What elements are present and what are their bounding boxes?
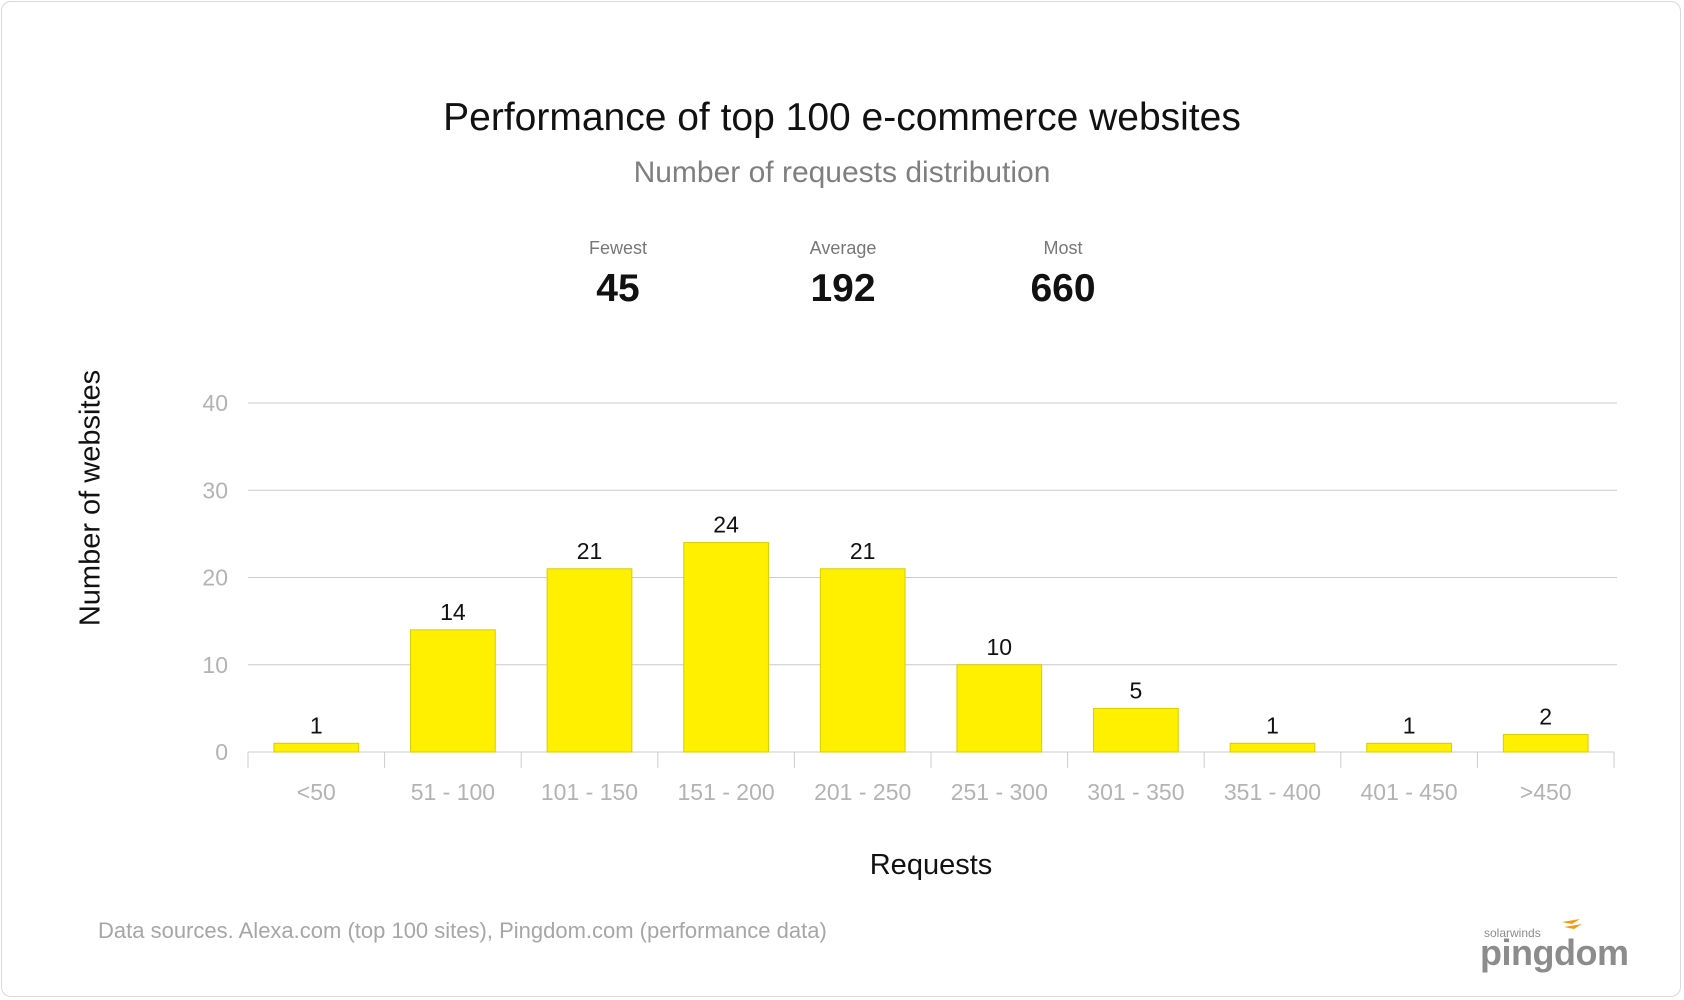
- stat-most-label: Most: [1043, 238, 1083, 258]
- x-tick-label: 401 - 450: [1360, 779, 1457, 805]
- data-label: 10: [987, 634, 1013, 660]
- bar: [546, 568, 633, 753]
- y-axis-label: Number of websites: [74, 369, 107, 627]
- x-tick-label: 151 - 200: [677, 779, 774, 805]
- bar: [1366, 742, 1452, 753]
- y-tick-label: 10: [202, 652, 228, 678]
- stat-fewest-value: 45: [596, 267, 640, 310]
- bar: [1229, 742, 1316, 753]
- stat-most: Most 660: [963, 238, 1163, 311]
- data-label: 24: [713, 512, 739, 538]
- x-axis-label: Requests: [869, 849, 993, 881]
- logo-solarwinds-text: solarwinds: [1484, 926, 1541, 940]
- x-tick-label: 351 - 400: [1224, 779, 1321, 805]
- bar: [683, 542, 769, 753]
- x-tick-label: 301 - 350: [1087, 779, 1184, 805]
- x-tick-label: 101 - 150: [541, 779, 638, 805]
- x-tick-label: <50: [297, 779, 336, 805]
- data-label: 1: [1266, 712, 1279, 738]
- bar: [1502, 734, 1589, 753]
- y-tick-label: 20: [202, 565, 228, 591]
- stat-fewest: Fewest 45: [518, 238, 718, 311]
- x-tick-label: 251 - 300: [951, 779, 1048, 805]
- x-tick-label: 201 - 250: [814, 779, 911, 805]
- stat-average-value: 192: [810, 267, 876, 310]
- bar: [956, 664, 1043, 753]
- solarwinds-flame-icon: [1562, 919, 1582, 929]
- stat-average: Average 192: [743, 238, 943, 311]
- data-label: 14: [440, 599, 466, 625]
- data-label: 1: [310, 712, 323, 738]
- data-label: 2: [1539, 704, 1552, 730]
- bar: [410, 629, 496, 753]
- stat-most-value: 660: [1030, 267, 1096, 310]
- data-label: 5: [1130, 677, 1143, 703]
- data-label: 21: [577, 538, 603, 564]
- data-label: 1: [1403, 712, 1416, 738]
- pingdom-logo: solarwinds pingdom: [1480, 918, 1629, 978]
- bar: [273, 742, 360, 753]
- logo-pingdom-text: pingdom: [1480, 932, 1629, 973]
- chart-subtitle: Number of requests distribution: [633, 156, 1051, 189]
- bar: [819, 568, 906, 753]
- stat-fewest-label: Fewest: [588, 238, 648, 258]
- x-tick-label: 51 - 100: [411, 779, 495, 805]
- chart-title: Performance of top 100 e-commerce websit…: [443, 96, 1241, 139]
- data-source-note: Data sources. Alexa.com (top 100 sites),…: [98, 918, 827, 943]
- bar: [1093, 707, 1179, 753]
- stat-average-label: Average: [809, 238, 877, 258]
- x-tick-label: >450: [1520, 779, 1572, 805]
- y-tick-label: 0: [215, 739, 228, 765]
- y-tick-label: 40: [202, 390, 228, 416]
- y-tick-label: 30: [202, 477, 228, 503]
- data-label: 21: [850, 538, 876, 564]
